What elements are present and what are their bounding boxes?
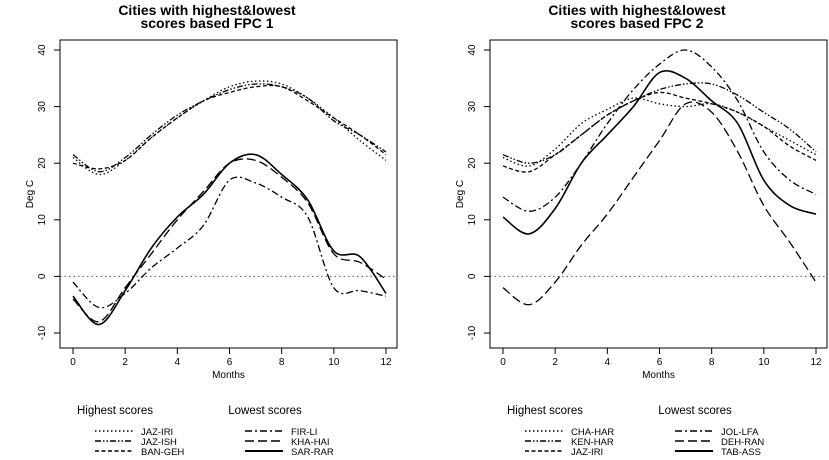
x-tick-label: 10 bbox=[758, 357, 770, 368]
series-line-ken-har bbox=[502, 82, 817, 164]
series-line-deh-ran bbox=[502, 101, 817, 306]
legend-group-title: Highest scores bbox=[507, 405, 583, 417]
chart-title-line-2: scores based FPC 2 bbox=[570, 15, 704, 31]
y-tick-label: 20 bbox=[467, 157, 478, 169]
x-tick-label: 8 bbox=[279, 357, 285, 368]
chart-title-line-1: Cities with highest&lowest bbox=[118, 2, 296, 18]
series-line-jol-lfa bbox=[502, 49, 817, 212]
y-axis-label: Deg C bbox=[25, 180, 36, 208]
legend-entry-label: FIR-LI bbox=[291, 427, 317, 438]
chart-title-line-2: scores based FPC 1 bbox=[140, 15, 274, 31]
x-tick-label: 10 bbox=[328, 357, 340, 368]
legend-entry-label: KHA-HAI bbox=[291, 437, 330, 448]
y-tick-label: 40 bbox=[467, 44, 478, 56]
line-chart: -10 0 10 20 30 40 0 2 4 6 8 10 12 Months Deg C Highest … bbox=[25, 39, 398, 458]
x-tick-label: 0 bbox=[500, 357, 506, 368]
series-line-sar-rar bbox=[72, 153, 387, 326]
y-tick-label: -10 bbox=[467, 325, 478, 340]
legend-entry-label: BAN-GEH bbox=[141, 447, 184, 458]
series-line-ban-geh bbox=[72, 84, 387, 170]
y-tick-label: 0 bbox=[37, 273, 48, 279]
x-tick-label: 2 bbox=[552, 357, 558, 368]
x-axis-label: Months bbox=[642, 370, 675, 381]
legend-entry-label: SAR-RAR bbox=[291, 447, 334, 458]
chart-title: Cities with highest&lowest scores based … bbox=[430, 2, 829, 31]
x-tick-label: 2 bbox=[122, 357, 128, 368]
legend-group-title: Lowest scores bbox=[228, 405, 302, 417]
chart-panel-fpc1: Cities with highest&lowest scores based … bbox=[0, 0, 414, 460]
y-tick-label: -10 bbox=[37, 325, 48, 340]
x-tick-label: 6 bbox=[657, 357, 663, 368]
chart-panel-fpc2: Cities with highest&lowest scores based … bbox=[430, 0, 829, 460]
y-tick-label: 40 bbox=[37, 44, 48, 56]
y-tick-label: 20 bbox=[37, 157, 48, 169]
x-tick-label: 4 bbox=[605, 357, 611, 368]
legend-entry-label: CHA-HAR bbox=[571, 427, 614, 438]
line-chart: -10 0 10 20 30 40 0 2 4 6 8 10 12 Months Deg C Highest … bbox=[455, 39, 828, 458]
legend-entry-label: DEH-RAN bbox=[721, 437, 764, 448]
y-tick-label: 30 bbox=[37, 101, 48, 113]
y-tick-label: 0 bbox=[467, 273, 478, 279]
legend-entry-label: JAZ-IRI bbox=[571, 447, 603, 458]
y-tick-label: 10 bbox=[467, 214, 478, 226]
plot-frame bbox=[59, 39, 398, 349]
x-tick-label: 4 bbox=[175, 357, 181, 368]
series-line-cha-har bbox=[502, 97, 817, 167]
y-axis-label: Deg C bbox=[455, 180, 466, 208]
x-tick-label: 8 bbox=[709, 357, 715, 368]
y-tick-label: 30 bbox=[467, 101, 478, 113]
series-line-jaz-iri bbox=[72, 80, 387, 176]
x-tick-label: 0 bbox=[70, 357, 76, 368]
legend-entry-label: JAZ-IRI bbox=[141, 427, 173, 438]
legend-group-title: Highest scores bbox=[77, 405, 153, 417]
series-line-fir-li bbox=[72, 176, 387, 309]
legend-entry-label: TAB-ASS bbox=[721, 447, 761, 458]
plot-frame bbox=[489, 39, 828, 349]
x-axis-label: Months bbox=[212, 370, 245, 381]
legend-entry-label: JAZ-ISH bbox=[141, 437, 177, 448]
x-tick-label: 12 bbox=[810, 357, 822, 368]
legend-group-title: Lowest scores bbox=[658, 405, 732, 417]
x-tick-label: 12 bbox=[380, 357, 392, 368]
legend-entry-label: KEN-HAR bbox=[571, 437, 614, 448]
y-tick-label: 10 bbox=[37, 214, 48, 226]
legend-entry-label: JOL-LFA bbox=[721, 427, 759, 438]
x-tick-label: 6 bbox=[227, 357, 233, 368]
series-line-jaz-ish bbox=[72, 83, 387, 173]
chart-title: Cities with highest&lowest scores based … bbox=[0, 2, 414, 31]
series-line-tab-ass bbox=[502, 70, 817, 235]
chart-title-line-1: Cities with highest&lowest bbox=[548, 2, 726, 18]
